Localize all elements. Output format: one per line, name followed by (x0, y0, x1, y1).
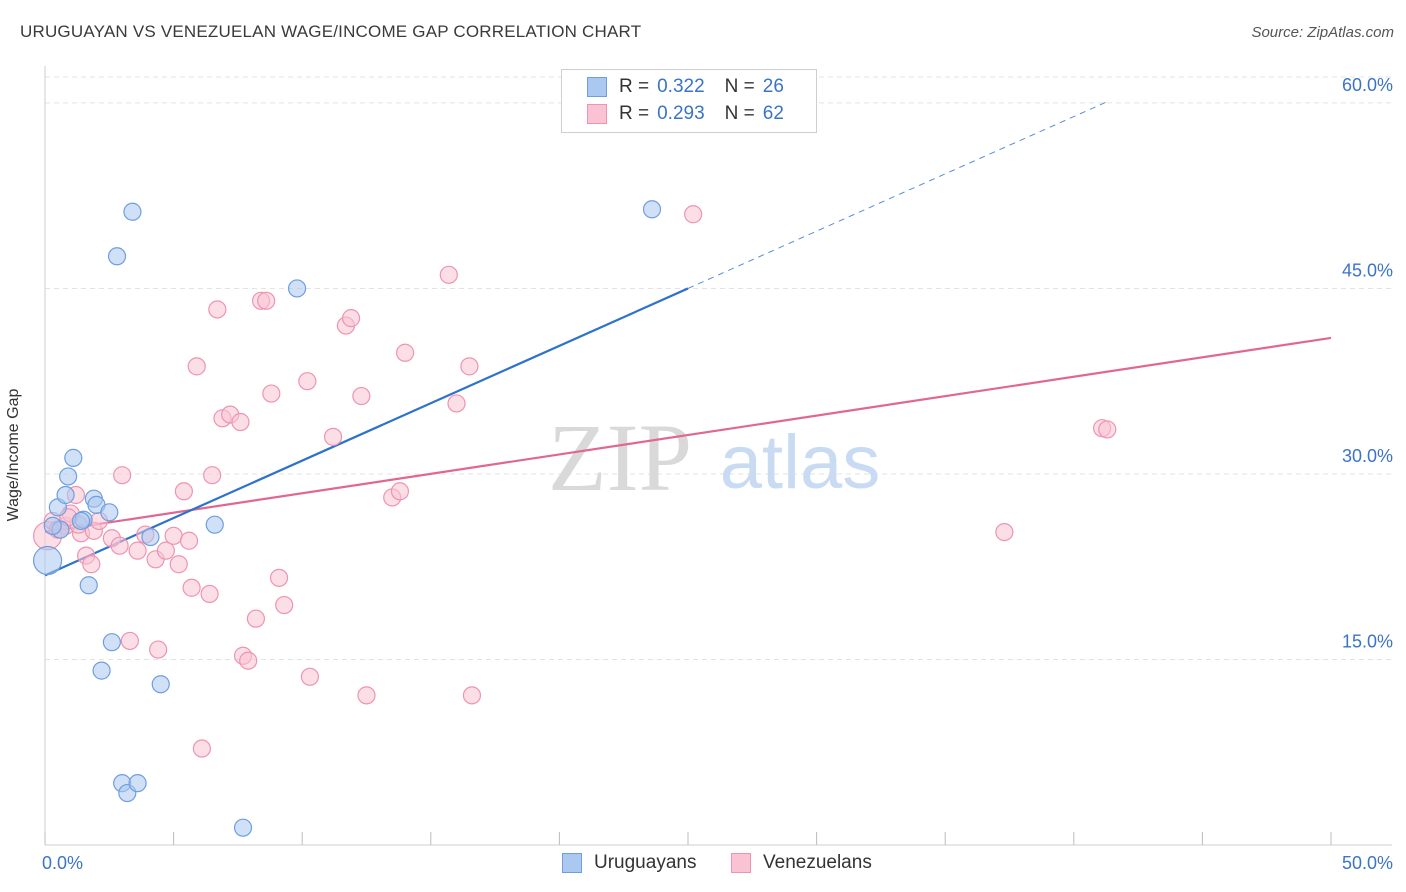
chart-title: URUGUAYAN VS VENEZUELAN WAGE/INCOME GAP … (20, 22, 642, 41)
venezuelans-trend-line (44, 336, 1332, 534)
venezuelans-point (257, 291, 276, 310)
venezuelans-point (149, 640, 168, 659)
trend-lines (44, 101, 1332, 577)
uruguayans-point (205, 515, 224, 534)
venezuelans-point (113, 466, 132, 485)
venezuelans-point (298, 372, 317, 391)
venezuelans-point (246, 609, 266, 628)
uruguayans-point (43, 516, 62, 536)
r-label: R = (619, 76, 650, 97)
uruguayans-trend-line (44, 287, 689, 577)
venezuelans-point (300, 667, 320, 686)
n-label: N = (724, 103, 755, 124)
venezuelans-point (352, 386, 371, 406)
legend-item-uruguayans[interactable]: Uruguayans (562, 852, 696, 874)
venezuelans-point (187, 357, 206, 376)
venezuelans-point (684, 205, 703, 224)
venezuelans-point (110, 536, 129, 555)
venezuelans-point (395, 343, 415, 362)
venezuelans-point (200, 584, 219, 604)
venezuelans-point (390, 482, 410, 501)
venezuelans-point (169, 555, 188, 574)
venezuelans-point (439, 265, 458, 284)
uruguayans-swatch (587, 77, 607, 97)
uruguayans-point (128, 774, 147, 793)
uruguayans-point (141, 527, 160, 547)
r-value: 0.293 (657, 103, 705, 124)
venezuelans-point (239, 651, 258, 670)
legend-item-venezuelans[interactable]: Venezuelans (731, 852, 872, 874)
r-label: R = (619, 103, 650, 124)
uruguayans-point (32, 545, 63, 576)
uruguayans-point (79, 576, 98, 595)
y-tick-label-2: 45.0% (1342, 260, 1393, 280)
venezuelans-point (460, 357, 479, 376)
venezuelans-point (179, 531, 199, 550)
uruguayans-legend-swatch (562, 853, 582, 873)
uruguayans-point (59, 467, 78, 486)
uruguayans-point (100, 503, 119, 522)
uruguayans-point (642, 200, 662, 219)
uruguayans-point (107, 247, 127, 266)
venezuelans-point (341, 309, 361, 328)
venezuelans-point (357, 686, 376, 705)
venezuelans-point (182, 578, 201, 597)
venezuelans-legend-swatch (731, 853, 751, 873)
uruguayans-point (287, 279, 307, 298)
venezuelans-point (120, 631, 139, 651)
uruguayans-point (64, 448, 83, 467)
r-value: 0.322 (657, 76, 705, 97)
venezuelans-swatch (587, 104, 607, 124)
venezuelans-point (447, 394, 466, 413)
venezuelans-point (128, 541, 147, 560)
uruguayans-point (56, 485, 75, 505)
y-axis-label-wrap: Wage/Income Gap (5, 389, 34, 522)
venezuelans-point (208, 300, 227, 319)
uruguayans-point (92, 661, 111, 680)
venezuelans-point (462, 686, 482, 705)
n-label: N = (724, 76, 755, 97)
uruguayans-point (102, 633, 121, 652)
y-tick-label-0: 15.0% (1342, 631, 1393, 651)
venezuelans-point (82, 555, 101, 574)
uruguayans-point (123, 202, 142, 221)
venezuelans-point (174, 482, 193, 501)
venezuelans-point (262, 384, 281, 403)
y-tick-label-3: 60.0% (1342, 75, 1393, 95)
venezuelans-point (156, 541, 175, 560)
legend-row-uruguayans: R = 0.322 N = 26 (587, 75, 784, 99)
venezuelans-point (164, 526, 183, 545)
watermark-atlas: atlas (720, 420, 881, 505)
x-tick-label-max: 50.0% (1342, 853, 1393, 873)
series-legend: Uruguayans Venezuelans (0, 852, 1406, 878)
n-value: 62 (762, 103, 784, 124)
x-tick-label-min: 0.0% (42, 853, 83, 873)
n-value: 26 (762, 76, 784, 97)
tick-labels: 15.0% 30.0% 45.0% 60.0% 0.0% 50.0% (42, 75, 1393, 873)
uruguayans-point (71, 511, 91, 531)
watermark-zip: ZIP (548, 404, 692, 511)
axes (44, 66, 1392, 846)
y-axis-label: Wage/Income Gap (5, 388, 22, 522)
venezuelans-point (192, 739, 211, 758)
venezuelans-point (995, 522, 1014, 542)
gridlines (45, 76, 1392, 660)
venezuelans-point (203, 466, 222, 485)
venezuelans-point (231, 412, 250, 432)
uruguayans-point (151, 675, 170, 694)
venezuelans-point (269, 568, 289, 587)
stats-legend: R = 0.322 N = 26 R = 0.293 N = 62 (561, 69, 817, 133)
legend-row-venezuelans: R = 0.293 N = 62 (587, 102, 784, 126)
legend-label-uruguayans: Uruguayans (594, 852, 697, 873)
data-points (32, 200, 1117, 837)
source-label: Source: ZipAtlas.com (1251, 24, 1394, 41)
venezuelans-point (275, 595, 294, 615)
venezuelans-point (323, 427, 343, 446)
legend-label-venezuelans: Venezuelans (763, 852, 872, 873)
uruguayans-point (233, 818, 253, 837)
y-tick-label-1: 30.0% (1342, 446, 1393, 466)
venezuelans-point (1098, 420, 1117, 439)
